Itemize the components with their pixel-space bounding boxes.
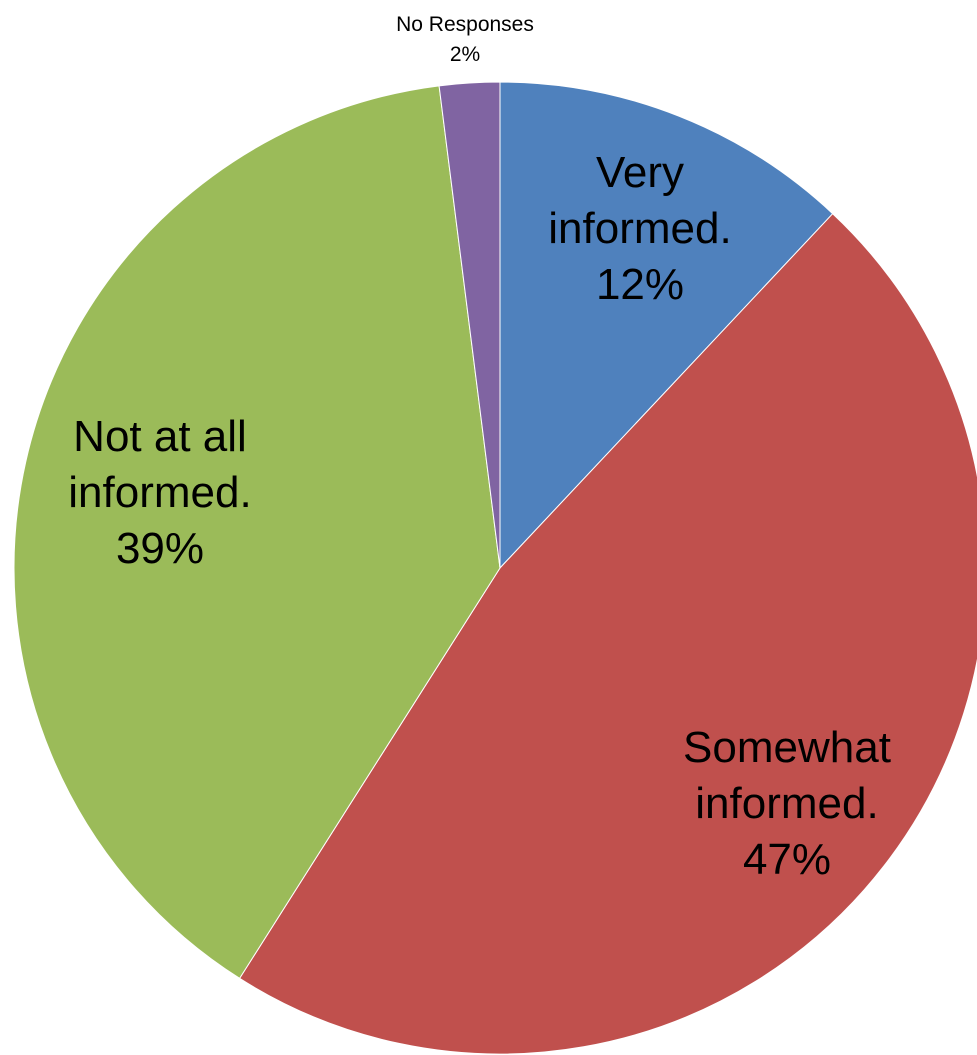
data-label-percent: 47%: [743, 835, 831, 884]
data-label-very-informed: Very informed. 12%: [548, 148, 731, 309]
pie-slice-not-at-all-informed: [13, 85, 501, 980]
data-label-name-line: Very: [596, 148, 684, 197]
data-label-no-responses: No Responses 2%: [396, 13, 534, 66]
data-label-somewhat-informed: Somewhat informed. 47%: [683, 723, 891, 884]
data-label-name-line: informed.: [68, 468, 251, 517]
data-label-not-at-all-informed: Not at all informed. 39%: [68, 412, 251, 573]
data-label-name-line: Not at all: [73, 412, 247, 461]
data-label-name-line: No Responses: [396, 13, 534, 36]
data-label-name-line: informed.: [695, 779, 878, 828]
pie-slice-very-informed: [499, 81, 834, 570]
data-label-percent: 12%: [596, 260, 684, 309]
labels-layer: Very informed. 12% Somewhat informed. 47% Not …: [68, 13, 891, 884]
pie-slice-somewhat-informed: [238, 213, 977, 1055]
slices-layer: [13, 81, 977, 1055]
pie-slice-no-responses: [438, 81, 501, 569]
data-label-percent: 39%: [116, 524, 204, 573]
data-label-percent: 2%: [450, 43, 480, 66]
data-label-name-line: informed.: [548, 204, 731, 253]
data-label-name-line: Somewhat: [683, 723, 891, 772]
